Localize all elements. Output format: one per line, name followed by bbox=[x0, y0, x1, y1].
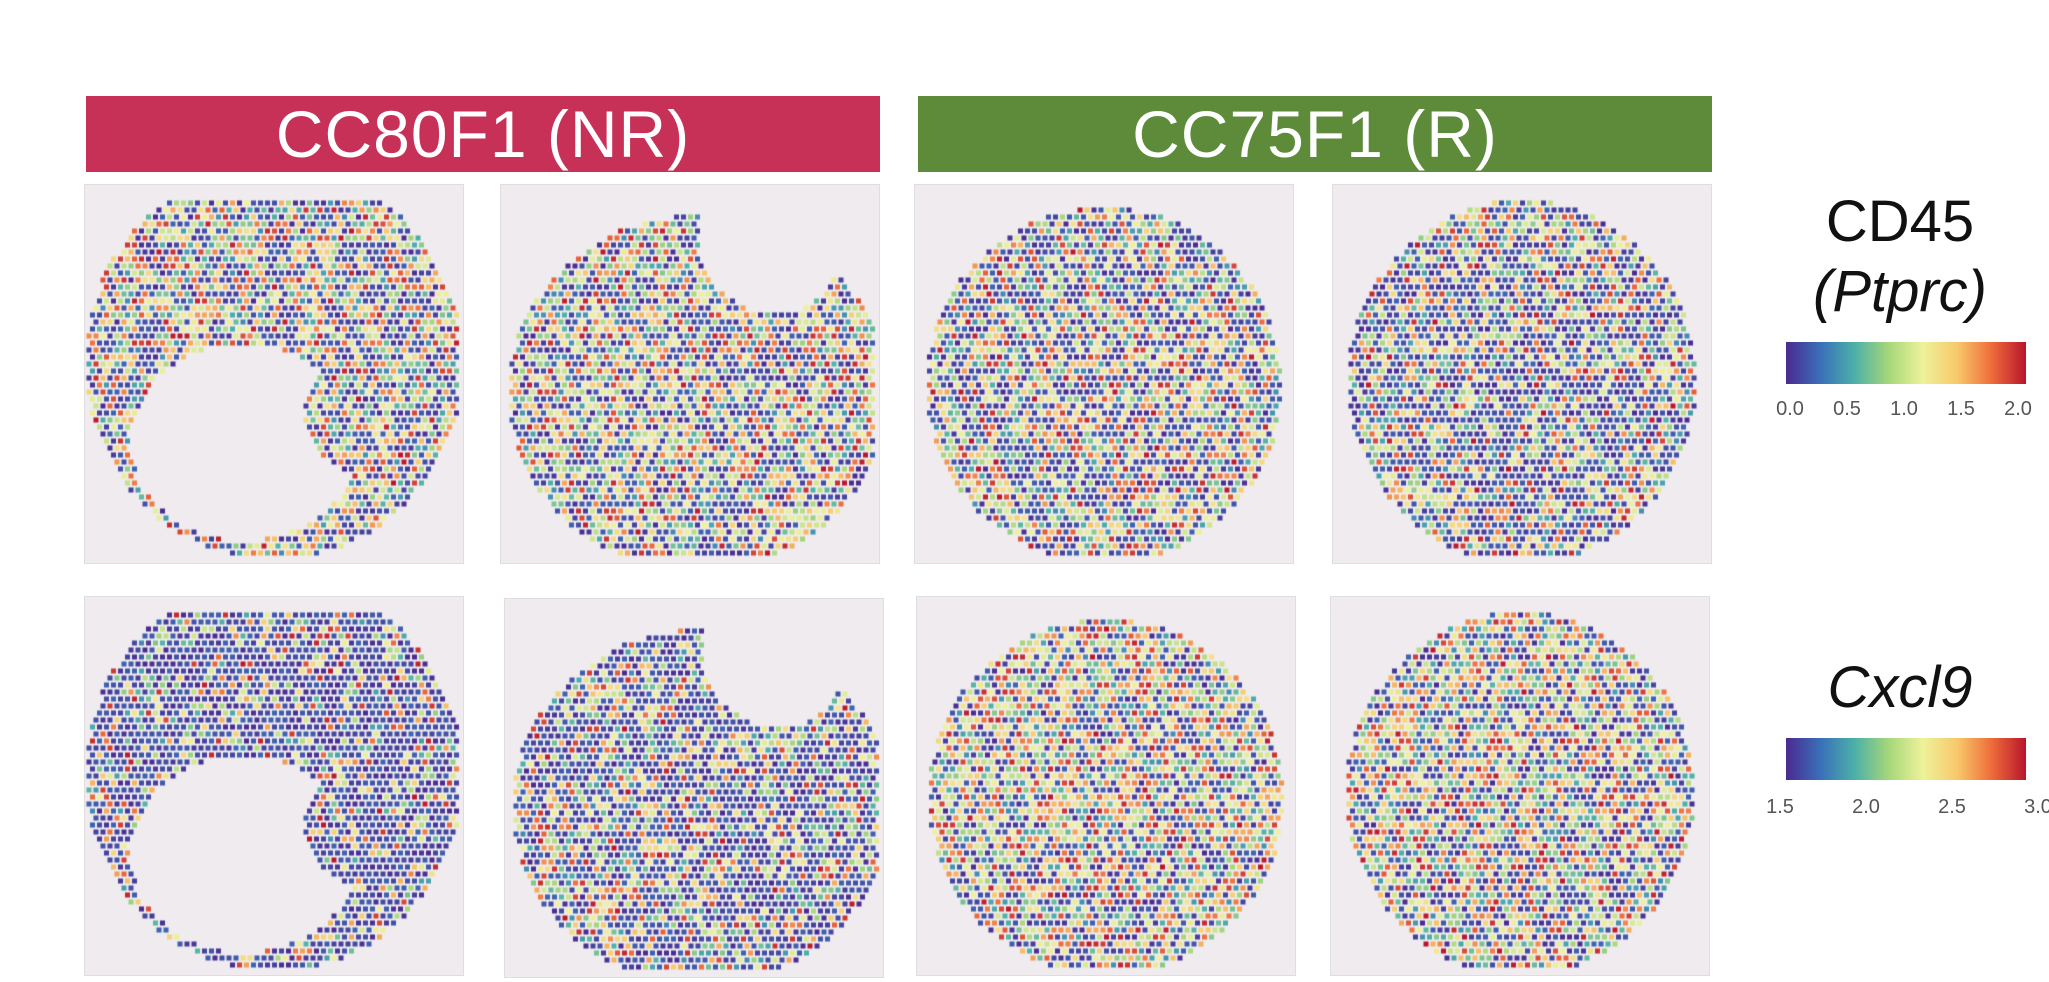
cxcl9-tick: 2.0 bbox=[1852, 796, 1880, 818]
colorbar-cxcl9 bbox=[1786, 738, 2026, 780]
panel-cd45-r-left bbox=[914, 184, 1294, 564]
cd45-tick: 0.0 bbox=[1776, 398, 1804, 420]
panel-cd45-nr-right bbox=[500, 184, 880, 564]
panel-cxcl9-r-left bbox=[916, 596, 1296, 976]
cd45-tick: 1.5 bbox=[1947, 398, 1975, 420]
legend-cxcl9-title: Cxcl9 bbox=[1827, 655, 1973, 720]
cxcl9-tick: 2.5 bbox=[1938, 796, 1966, 818]
cxcl9-tick: 1.5 bbox=[1766, 796, 1794, 818]
colorbar-cxcl9-ticks: 1.5 2.0 2.5 3.0 bbox=[1766, 796, 2049, 820]
group-header-nr: CC80F1 (NR) bbox=[86, 96, 880, 172]
group-label-nr: CC80F1 (NR) bbox=[275, 97, 691, 171]
cd45-tick: 2.0 bbox=[2004, 398, 2032, 420]
panel-cd45-r-right bbox=[1332, 184, 1712, 564]
group-label-r: CC75F1 (R) bbox=[1132, 97, 1498, 171]
panel-cd45-nr-left bbox=[84, 184, 464, 564]
cd45-tick: 0.5 bbox=[1833, 398, 1861, 420]
panel-cxcl9-nr-right bbox=[504, 598, 884, 978]
legend-cd45-title: CD45 bbox=[1825, 189, 1975, 254]
panel-cxcl9-r-right bbox=[1330, 596, 1710, 976]
group-header-r: CC75F1 (R) bbox=[918, 96, 1712, 172]
colorbar-cd45-ticks: 0.0 0.5 1.0 1.5 2.0 bbox=[1766, 398, 2046, 422]
cxcl9-tick: 3.0 bbox=[2024, 796, 2049, 818]
legend-cd45-subtitle: (Ptprc) bbox=[1813, 259, 1987, 324]
panel-cxcl9-nr-left bbox=[84, 596, 464, 976]
colorbar-cd45 bbox=[1786, 342, 2026, 384]
cd45-tick: 1.0 bbox=[1890, 398, 1918, 420]
